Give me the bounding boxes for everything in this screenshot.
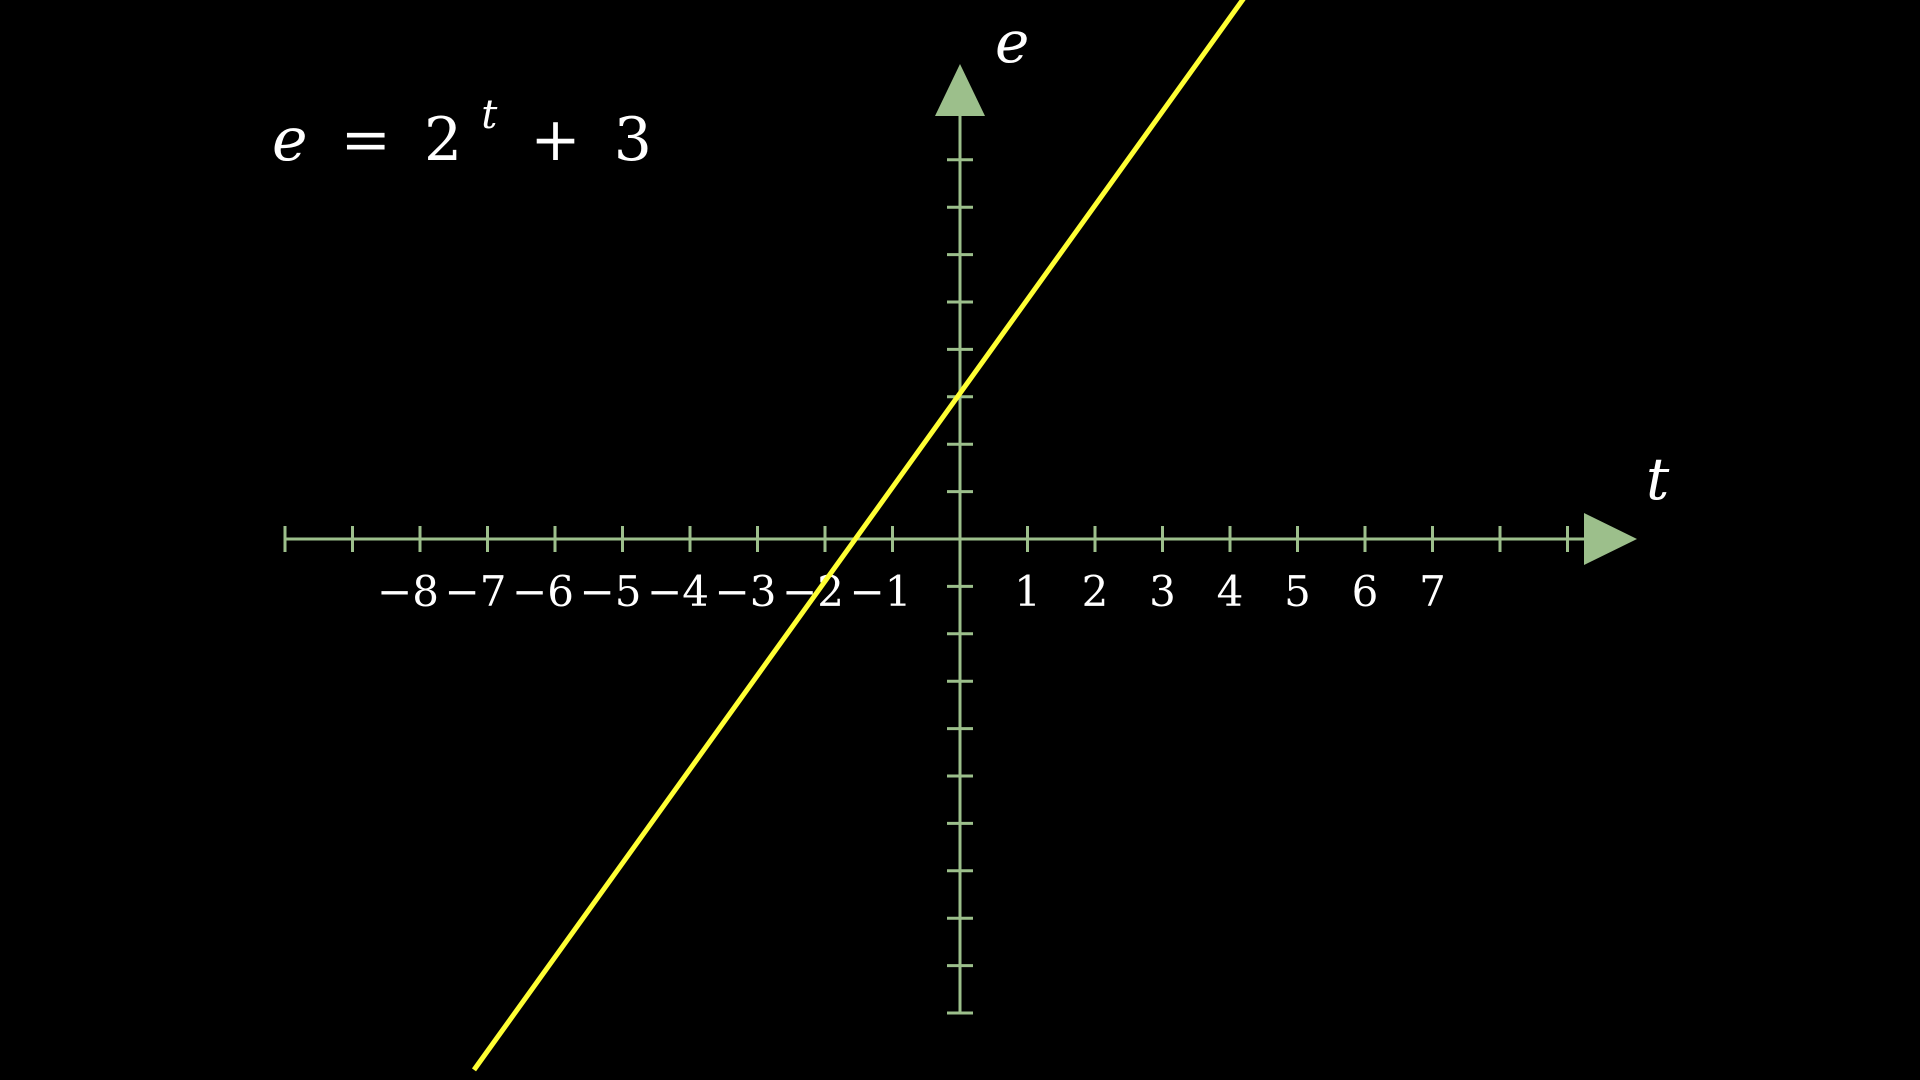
axes: −8 −7 −6 −5 −4 −3 −2 −1 1 2 3 4 5 6 7 — [283, 64, 1637, 1015]
equation-exponent: t — [481, 92, 498, 138]
x-axis-label: t — [1646, 445, 1670, 513]
x-tick-label: −7 — [445, 567, 507, 616]
x-tick-label: 1 — [1014, 567, 1041, 616]
x-axis-arrow — [1584, 513, 1637, 565]
equation-constant: 3 — [614, 105, 652, 175]
x-tick-label: −4 — [647, 567, 709, 616]
equation-label: e = 2 t + 3 — [272, 73, 652, 175]
x-tick-label: −3 — [715, 567, 777, 616]
x-tick-label: −5 — [580, 567, 642, 616]
x-tick-label: 2 — [1082, 567, 1109, 616]
x-tick-label: 6 — [1352, 567, 1379, 616]
x-tick-label: −6 — [512, 567, 574, 616]
series-line — [471, 0, 1246, 1072]
equation-lhs: e — [272, 105, 308, 175]
x-tick-label: 5 — [1284, 567, 1311, 616]
x-tick-label: 4 — [1217, 567, 1244, 616]
x-tick-label: 7 — [1419, 567, 1446, 616]
x-tick-label: −2 — [782, 567, 844, 616]
y-axis-label: e — [995, 8, 1029, 76]
x-tick-label: 3 — [1149, 567, 1176, 616]
y-axis-arrow — [935, 64, 985, 116]
x-tick-label: −8 — [377, 567, 439, 616]
equation-equals: = — [341, 105, 391, 175]
equation-plus: + — [530, 105, 580, 175]
equation-base: 2 — [424, 105, 462, 175]
x-tick-label: −1 — [850, 567, 912, 616]
series-layer — [471, 0, 1246, 1072]
